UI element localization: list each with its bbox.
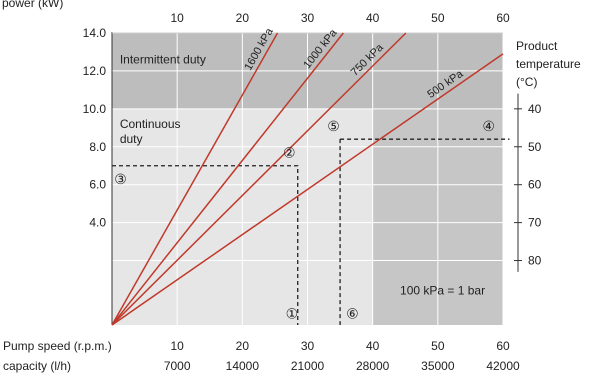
top-tick-label: 40 [366, 11, 380, 25]
bottom-row-label: capacity (l/h) [3, 359, 71, 373]
y-tick-label: 10.0 [83, 102, 107, 116]
top-tick-label: 60 [496, 11, 510, 25]
right-axis-label: (°C) [516, 75, 537, 89]
marker-label: ③ [114, 171, 127, 187]
y-tick-label: 8.0 [89, 140, 106, 154]
bottom-row-value: 14000 [226, 359, 260, 373]
bottom-row-value: 30 [301, 339, 315, 353]
y-tick-label: 14.0 [83, 26, 107, 40]
y-tick-label: 4.0 [89, 216, 106, 230]
bottom-row-value: 42000 [486, 359, 520, 373]
bottom-row-value: 35000 [421, 359, 455, 373]
right-axis-label: Product [516, 39, 558, 53]
top-tick-label: 10 [170, 11, 184, 25]
bottom-row-value: 50 [431, 339, 445, 353]
marker-label: ⑥ [346, 306, 359, 322]
top-tick-label: 50 [431, 11, 445, 25]
bottom-row-value: 21000 [291, 359, 325, 373]
region-label: Continuous [120, 117, 181, 131]
bottom-row-label: Pump speed (r.p.m.) [3, 339, 112, 353]
right-tick-label: 50 [528, 140, 542, 154]
bottom-row-value: 40 [366, 339, 380, 353]
marker-label: ④ [482, 118, 495, 134]
right-tick-label: 40 [528, 102, 542, 116]
right-tick-label: 60 [528, 178, 542, 192]
bottom-row-value: 7000 [164, 359, 191, 373]
bottom-row-value: 60 [496, 339, 510, 353]
right-tick-label: 70 [528, 216, 542, 230]
bottom-row-value: 28000 [356, 359, 390, 373]
region-label: Intermittent duty [120, 52, 206, 66]
region-label: duty [120, 132, 143, 146]
marker-label: ② [283, 144, 296, 160]
y-tick-label: 12.0 [83, 64, 107, 78]
right-axis-label: temperature [516, 57, 581, 71]
top-tick-label: 20 [236, 11, 250, 25]
y-axis-label: power (kW) [2, 0, 63, 10]
top-tick-label: 30 [301, 11, 315, 25]
bottom-row-value: 20 [236, 339, 250, 353]
right-tick-label: 80 [528, 254, 542, 268]
marker-label: ① [286, 306, 299, 322]
bottom-row-value: 10 [170, 339, 184, 353]
y-tick-label: 6.0 [89, 178, 106, 192]
marker-label: ⑤ [327, 118, 340, 134]
unit-note: 100 kPa = 1 bar [400, 284, 485, 298]
